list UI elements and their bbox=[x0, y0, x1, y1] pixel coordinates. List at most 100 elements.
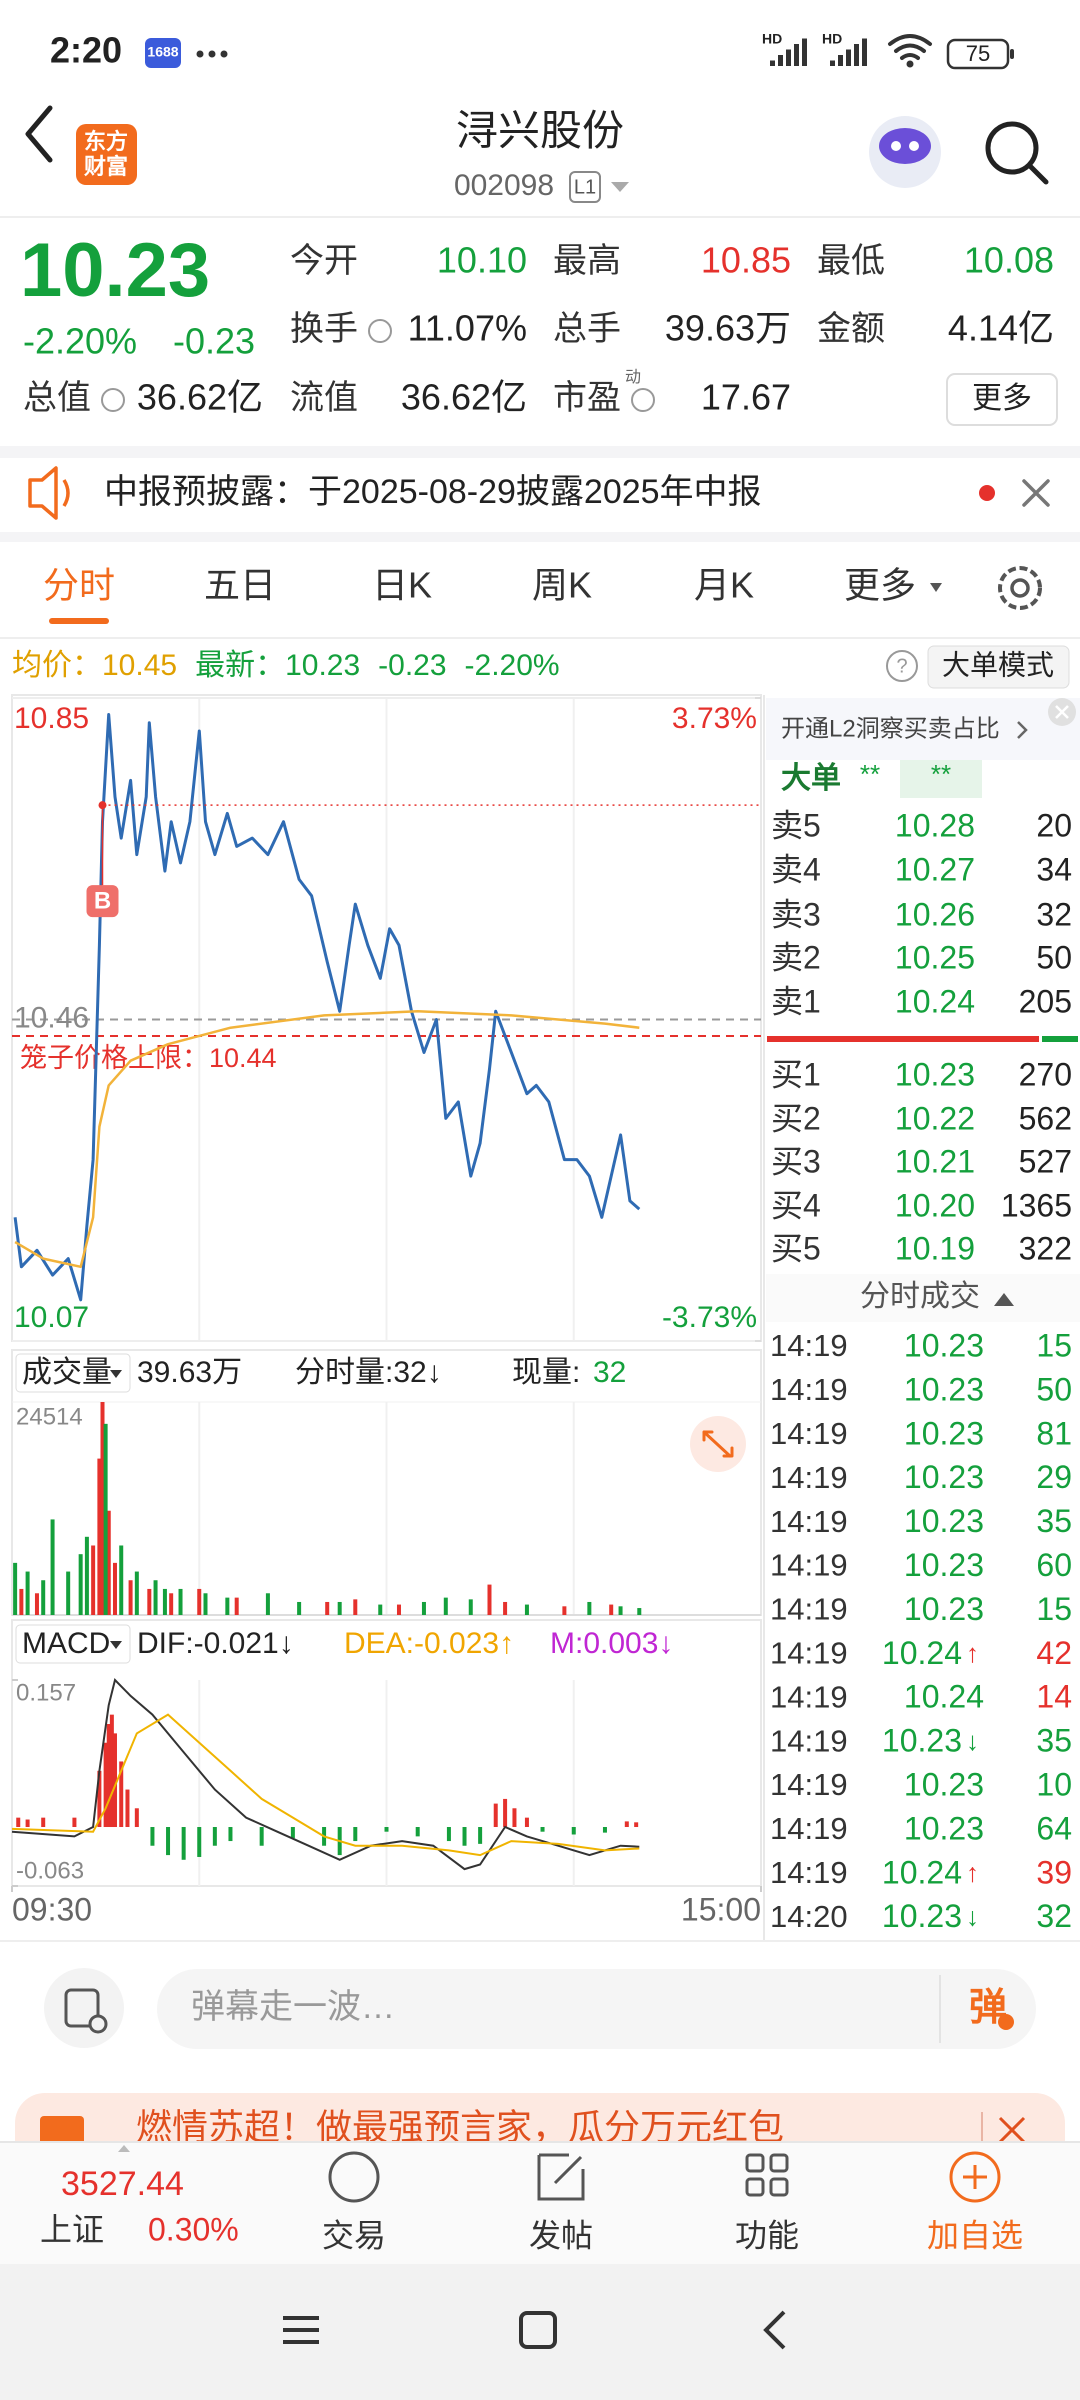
book-label: 买4 bbox=[771, 1187, 821, 1223]
dea-line bbox=[11, 1713, 640, 1857]
stat-value: 10.85 bbox=[701, 240, 791, 281]
chart-tab[interactable]: 五日 bbox=[204, 565, 276, 606]
trade-time: 14:19 bbox=[770, 1460, 848, 1495]
trade-time: 14:19 bbox=[770, 1328, 848, 1363]
info-line: 均价：10.45 最新：10.23 -0.23 -2.20% bbox=[12, 649, 560, 682]
trade-volume: 14 bbox=[1036, 1679, 1072, 1715]
macd-bar bbox=[493, 1803, 498, 1828]
minute-volume: 分时量:32↓ bbox=[295, 1356, 442, 1389]
battery-body bbox=[946, 38, 1010, 70]
logo-text: 东方 bbox=[84, 129, 128, 154]
l2-close bbox=[1055, 705, 1069, 719]
notice-dot bbox=[979, 485, 995, 501]
chart-tab[interactable]: 更多 bbox=[844, 565, 916, 606]
macd-bar bbox=[524, 1817, 529, 1828]
nav-back[interactable] bbox=[763, 2310, 786, 2350]
book-price: 10.22 bbox=[895, 1100, 975, 1136]
comment-input[interactable] bbox=[157, 1969, 1036, 2049]
volume-bar bbox=[119, 1545, 124, 1615]
settings-button[interactable] bbox=[998, 566, 1042, 610]
trade-volume: 10 bbox=[1036, 1766, 1072, 1802]
stat-label: 总手 bbox=[553, 310, 621, 348]
volume-bar bbox=[609, 1604, 614, 1615]
notice-close[interactable] bbox=[1022, 479, 1050, 507]
info-item: -0.23 bbox=[378, 649, 446, 682]
price-line bbox=[13, 713, 641, 1302]
volume-bar bbox=[50, 1519, 55, 1615]
macd-bar bbox=[150, 1827, 155, 1846]
trade-time: 14:19 bbox=[770, 1855, 848, 1890]
wifi-icon bbox=[888, 34, 932, 60]
signal-bar bbox=[786, 49, 791, 66]
comment-icon bbox=[64, 1988, 100, 2028]
current-volume-label: 现量: bbox=[512, 1356, 580, 1389]
more-button-bg[interactable] bbox=[946, 373, 1058, 426]
bottom-tab[interactable]: 发帖 bbox=[529, 2217, 593, 2253]
stat-label: 最高 bbox=[553, 242, 621, 280]
trade-arrow: ↓ bbox=[966, 1726, 979, 1756]
bottom-tab[interactable]: 功能 bbox=[735, 2217, 799, 2253]
volume-bar bbox=[421, 1601, 426, 1615]
index-name: 上证 bbox=[40, 2211, 104, 2247]
info-item: 均价： bbox=[12, 649, 102, 682]
more-dot bbox=[220, 50, 228, 58]
macd-selector[interactable]: MACD bbox=[22, 1627, 110, 1660]
comment-settings[interactable] bbox=[44, 1968, 124, 2048]
volume-selector-bg[interactable] bbox=[15, 1353, 131, 1393]
macd-bar bbox=[109, 1714, 114, 1828]
info-icon bbox=[368, 319, 392, 343]
trade-time: 14:19 bbox=[770, 1548, 848, 1583]
volume-bar bbox=[378, 1604, 383, 1615]
book-ratio-green bbox=[1042, 1036, 1078, 1042]
trade-price: 10.24 bbox=[882, 1854, 962, 1890]
chart-tab[interactable]: 分时 bbox=[43, 565, 115, 606]
macd-bar bbox=[228, 1827, 233, 1842]
info-item: 10.45 bbox=[102, 649, 177, 682]
volume-bar bbox=[178, 1588, 183, 1615]
bottom-tab[interactable]: 加自选 bbox=[927, 2217, 1023, 2253]
function-icon bbox=[769, 2177, 789, 2197]
macd-bar bbox=[197, 1827, 202, 1857]
banner-close[interactable] bbox=[998, 2116, 1026, 2144]
limit-line-label: 笼子价格上限：10.44 bbox=[20, 1043, 277, 1073]
code-dropdown bbox=[611, 182, 629, 192]
macd-bar bbox=[72, 1817, 77, 1828]
volume-selector[interactable]: 成交量 bbox=[22, 1356, 112, 1389]
book-volume: 562 bbox=[1019, 1100, 1072, 1136]
bottom-tab[interactable]: 交易 bbox=[322, 2217, 386, 2253]
stat-label: 市盈 bbox=[553, 379, 621, 417]
trade-volume: 32 bbox=[1036, 1898, 1072, 1934]
signal-label: HD bbox=[822, 31, 842, 47]
book-label: 买5 bbox=[771, 1230, 821, 1266]
chart-tab[interactable]: 周K bbox=[532, 565, 592, 606]
book-price: 10.24 bbox=[895, 983, 975, 1019]
macd-bar bbox=[446, 1827, 451, 1842]
macd-selector-bg[interactable] bbox=[15, 1624, 131, 1664]
back-button[interactable] bbox=[25, 105, 53, 163]
macd-bar bbox=[290, 1827, 295, 1839]
stat-value: 17.67 bbox=[701, 377, 791, 418]
nav-menu[interactable] bbox=[283, 2316, 319, 2344]
volume-bar bbox=[66, 1571, 71, 1615]
chart-tab[interactable]: 月K bbox=[694, 565, 754, 606]
trade-time: 14:19 bbox=[770, 1679, 848, 1714]
mode-button[interactable]: 大单模式 bbox=[942, 649, 1054, 680]
nav-home[interactable] bbox=[519, 2311, 557, 2349]
chart-tab[interactable]: 日K bbox=[372, 565, 432, 606]
index-value[interactable]: 3527.44 bbox=[61, 2165, 184, 2203]
avatar-eye bbox=[891, 141, 901, 151]
macd-bar bbox=[106, 1724, 111, 1828]
signal-bar bbox=[846, 49, 851, 66]
panel-bottom-divider bbox=[0, 1940, 1080, 1942]
change: -0.23 bbox=[173, 321, 255, 362]
search-button[interactable] bbox=[985, 121, 1039, 175]
y-tick-label: 10.85 bbox=[14, 702, 89, 735]
help-text: ? bbox=[896, 655, 907, 677]
trades-sort bbox=[994, 1293, 1014, 1306]
more-button[interactable]: 更多 bbox=[972, 382, 1032, 415]
trade-time: 14:19 bbox=[770, 1416, 848, 1451]
macd-bar bbox=[512, 1808, 517, 1828]
comment-send-dot bbox=[998, 2014, 1014, 2030]
mode-button-bg[interactable] bbox=[927, 645, 1070, 689]
y-tick-label: 10.46 bbox=[14, 1001, 89, 1034]
